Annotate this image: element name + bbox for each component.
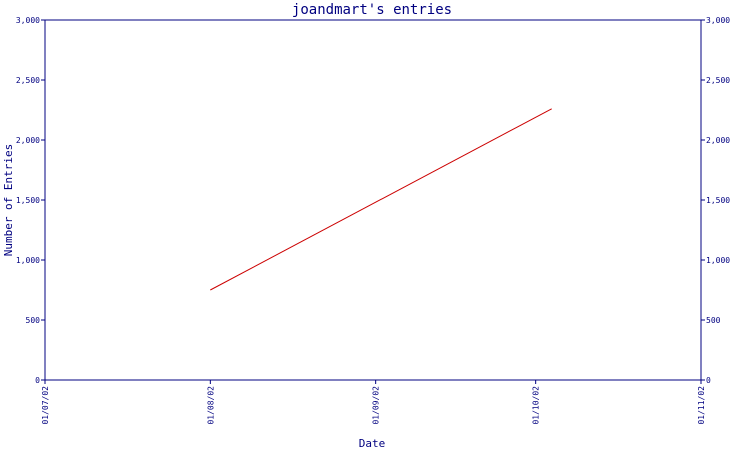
y-tick-label-right: 1,000 <box>706 256 730 265</box>
x-tick-label: 01/07/02 <box>41 386 50 425</box>
y-tick-label-left: 500 <box>26 316 41 325</box>
y-tick-label-left: 3,000 <box>16 16 40 25</box>
y-tick-label-left: 2,500 <box>16 76 40 85</box>
y-tick-label-left: 1,500 <box>16 196 40 205</box>
y-tick-label-left: 2,000 <box>16 136 40 145</box>
x-tick-label: 01/11/02 <box>697 386 706 425</box>
series-line <box>210 108 552 291</box>
x-axis-label: Date <box>359 437 386 450</box>
x-axis: 01/07/02 01/08/02 01/09/02 01/10/02 01/11/02 <box>41 380 706 425</box>
series-layer <box>210 108 552 291</box>
y-tick-label-left: 1,000 <box>16 256 40 265</box>
x-tick-label: 01/10/02 <box>532 386 541 425</box>
y-axis-right: 0 500 1,000 1,500 2,000 2,500 3,000 <box>701 16 730 385</box>
y-tick-label-right: 500 <box>706 316 721 325</box>
x-tick-label: 01/09/02 <box>372 386 381 425</box>
y-tick-label-right: 0 <box>706 376 711 385</box>
x-tick-label: 01/08/02 <box>206 386 215 425</box>
chart-title: joandmart's entries <box>292 2 452 18</box>
y-tick-label-left: 0 <box>35 376 40 385</box>
y-tick-label-right: 2,500 <box>706 76 730 85</box>
plot-area <box>44 19 702 381</box>
y-tick-label-right: 3,000 <box>706 16 730 25</box>
y-axis-label: Number of Entries <box>2 144 15 257</box>
y-axis-left: 0 500 1,000 1,500 2,000 2,500 3,000 <box>16 16 45 385</box>
y-tick-label-right: 1,500 <box>706 196 730 205</box>
y-tick-label-right: 2,000 <box>706 136 730 145</box>
